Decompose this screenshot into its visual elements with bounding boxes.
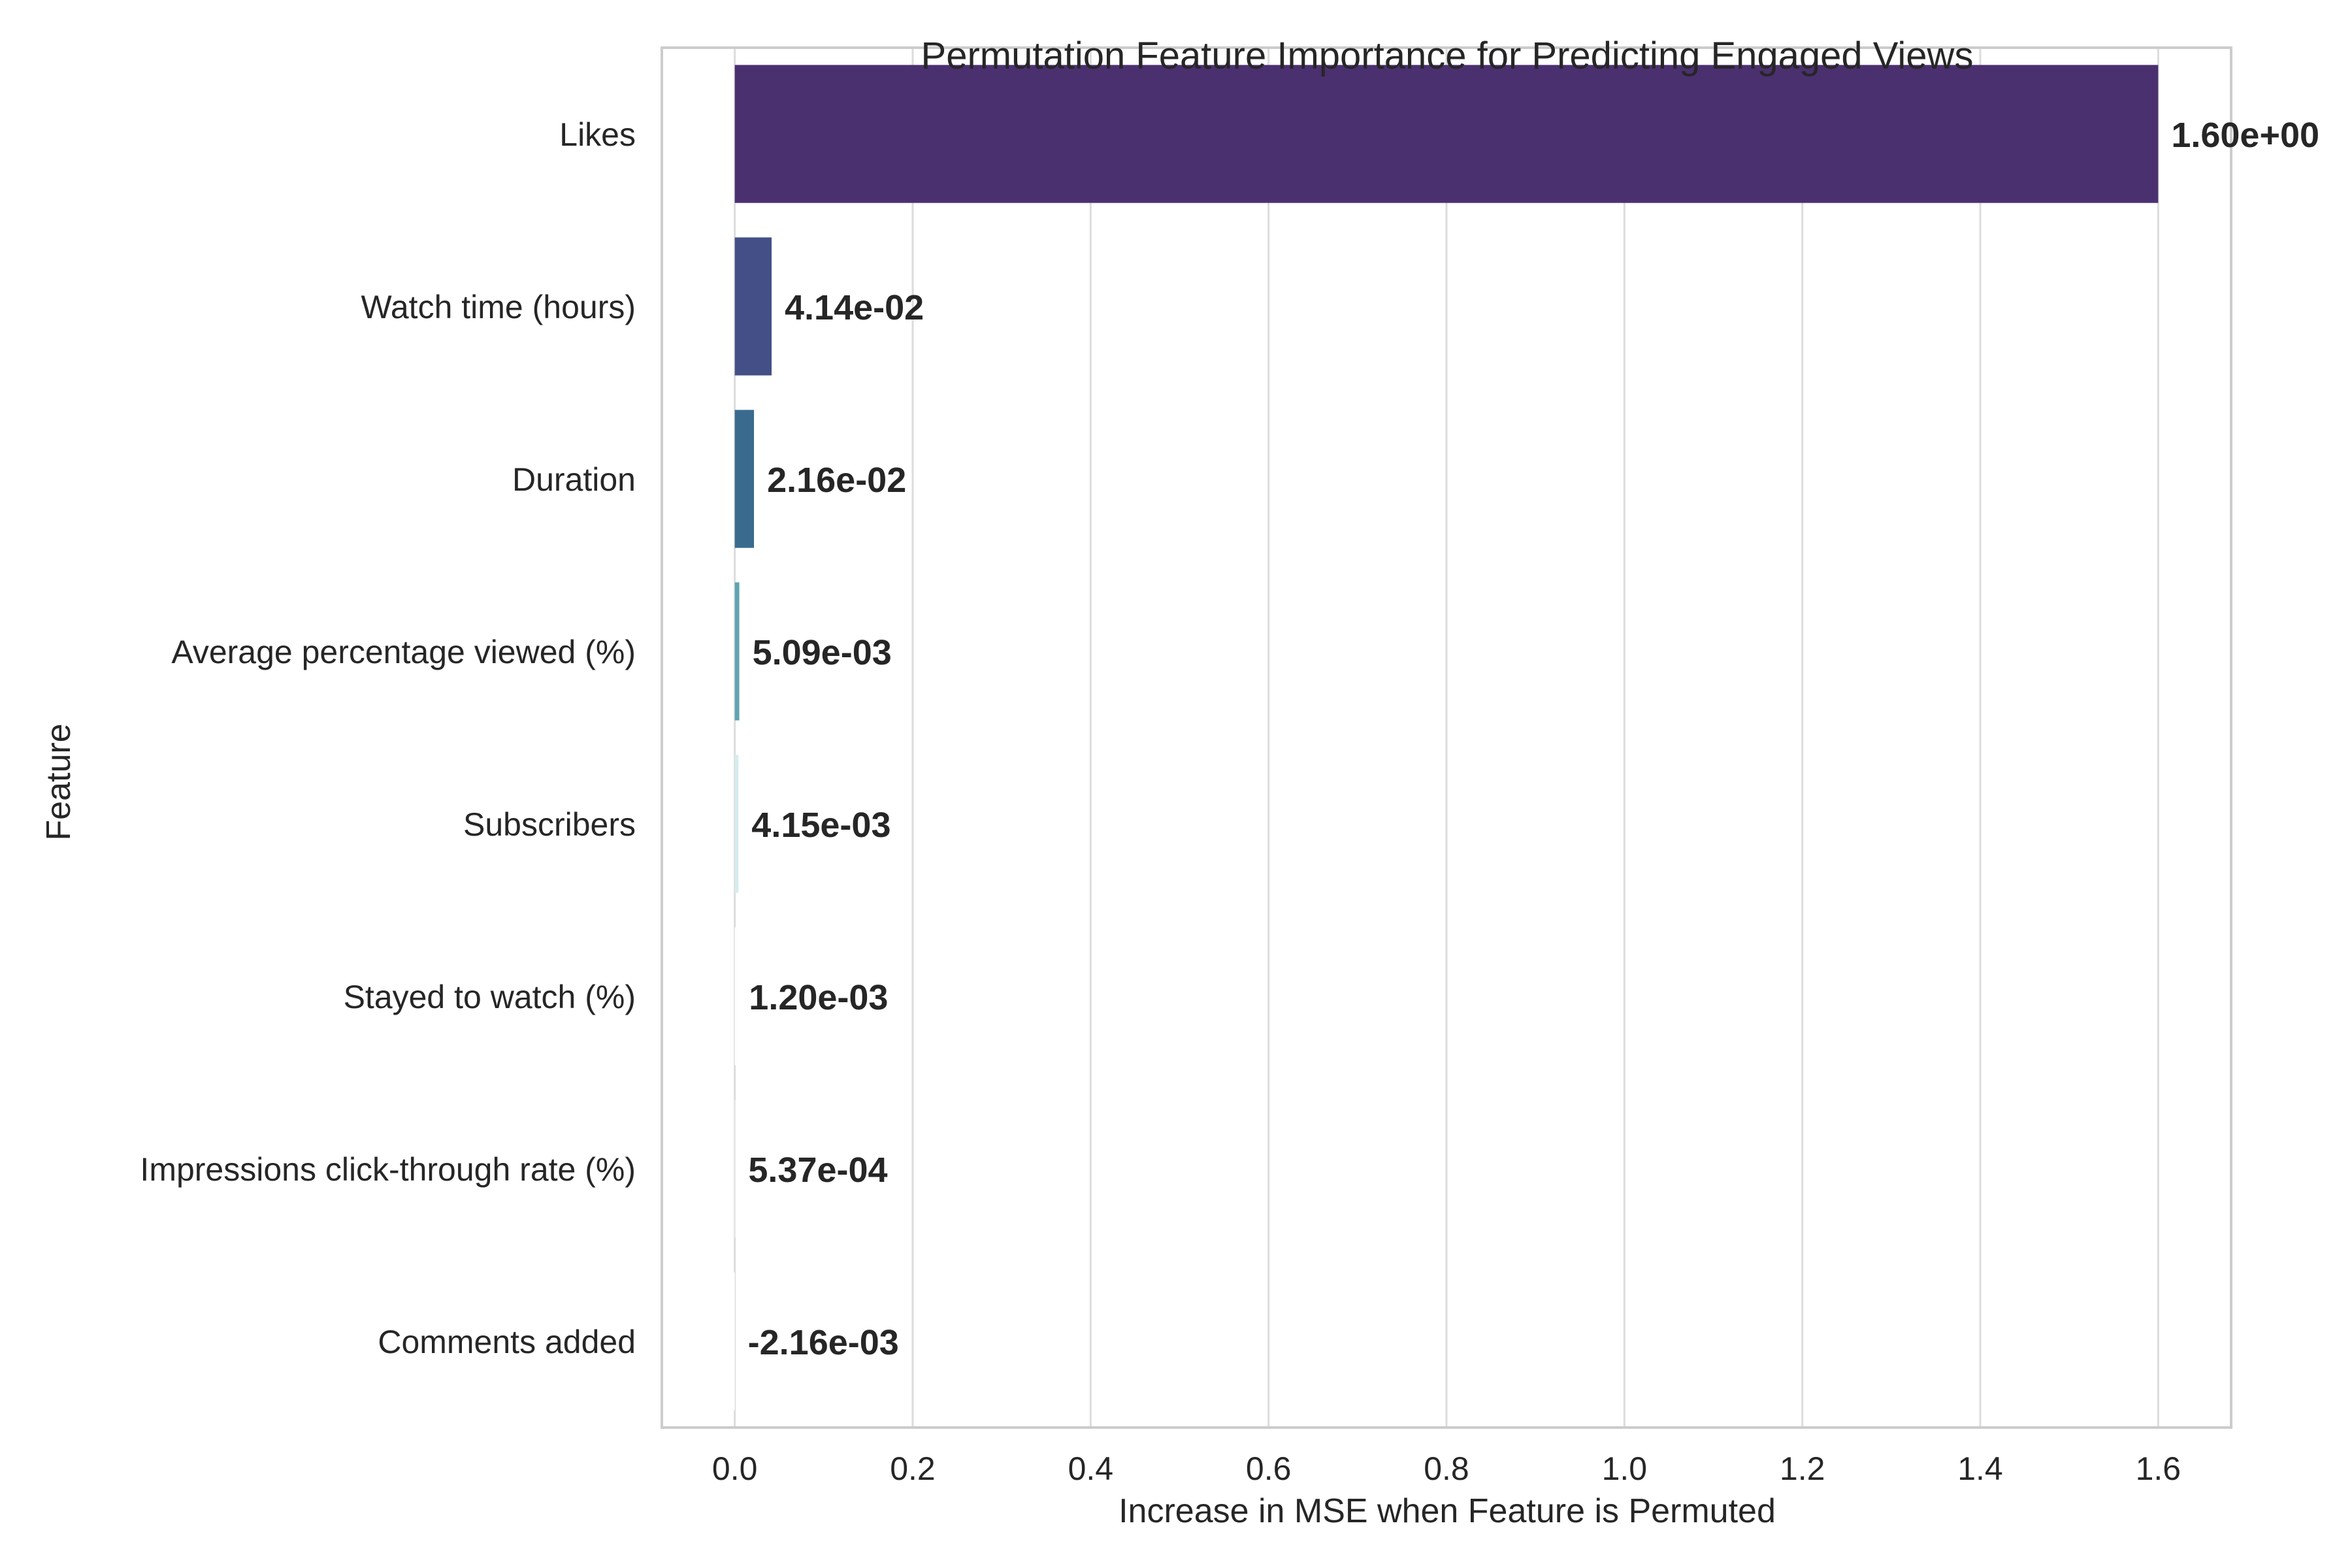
bar-value-label: -2.16e-03 (748, 1323, 899, 1362)
x-tick-label: 0.8 (1424, 1450, 1469, 1487)
bar-value-label: 5.37e-04 (748, 1151, 887, 1190)
x-tick-label: 1.6 (2136, 1450, 2181, 1487)
bar (734, 65, 2159, 203)
y-tick-label: Comments added (378, 1324, 636, 1360)
x-tick-label: 1.4 (1957, 1450, 2003, 1487)
bar (734, 927, 736, 1066)
bar (732, 1272, 735, 1411)
y-tick-label: Watch time (hours) (361, 289, 636, 325)
y-tick-label: Duration (512, 461, 636, 498)
labels-layer: 1.60e+00 Likes 4.14e-02 Watch time (hours) 2… (140, 116, 2319, 1487)
bar (734, 755, 739, 893)
bar (734, 582, 740, 721)
bar-value-label: 1.60e+00 (2171, 116, 2319, 155)
bar-value-label: 2.16e-02 (767, 461, 906, 500)
x-tick-label: 1.2 (1780, 1450, 1825, 1487)
y-tick-label: Average percentage viewed (%) (171, 634, 636, 670)
bars-layer (732, 65, 2159, 1411)
bar (734, 410, 755, 548)
bar (734, 237, 772, 376)
frame-layer (661, 46, 2232, 1429)
x-tick-label: 0.0 (712, 1450, 758, 1487)
bar-value-label: 1.20e-03 (749, 978, 888, 1017)
x-tick-label: 0.6 (1246, 1450, 1292, 1487)
chart-title: Permutation Feature Importance for Predi… (921, 35, 1974, 77)
grid-layer (734, 48, 2159, 1428)
plot-frame (661, 46, 2232, 1429)
bar-value-label: 4.15e-03 (751, 806, 890, 845)
y-tick-label: Impressions click-through rate (%) (140, 1151, 636, 1188)
y-tick-label: Likes (559, 116, 636, 153)
y-axis-label: Feature (40, 723, 78, 840)
y-tick-label: Stayed to watch (%) (344, 979, 636, 1015)
x-tick-label: 1.0 (1602, 1450, 1648, 1487)
x-axis-label: Increase in MSE when Feature is Permuted (1119, 1492, 1776, 1530)
bar-value-label: 5.09e-03 (753, 633, 892, 672)
bar (734, 1100, 736, 1238)
x-tick-label: 0.4 (1068, 1450, 1114, 1487)
y-tick-label: Subscribers (463, 806, 636, 843)
bar-value-label: 4.14e-02 (785, 288, 924, 327)
x-tick-label: 0.2 (890, 1450, 936, 1487)
